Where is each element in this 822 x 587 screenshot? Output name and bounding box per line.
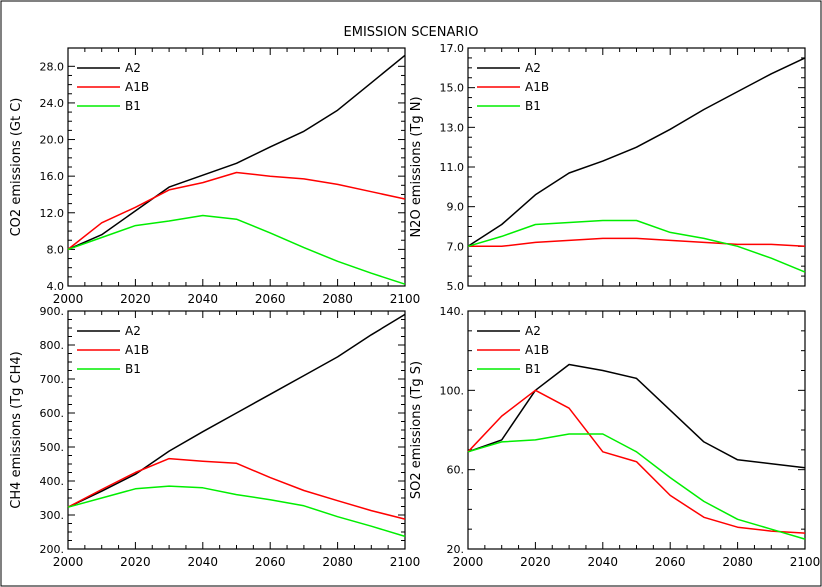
y-tick-label: 13.0 — [440, 121, 465, 134]
series-line-a1b — [467, 389, 806, 534]
y-tick-label: 11.0 — [440, 161, 465, 174]
y-tick-label: 20.0 — [40, 134, 65, 147]
legend-label-b1: B1 — [525, 99, 541, 113]
x-tick-label: 2000 — [53, 555, 84, 569]
x-tick-label: 2060 — [255, 555, 286, 569]
y-tick-label: 400. — [40, 475, 65, 488]
x-tick-label: 2100 — [390, 292, 421, 306]
y-tick-label: 700. — [40, 373, 65, 386]
x-tick-label: 2060 — [255, 292, 286, 306]
y-axis-label: SO2 emissions (Tg S) — [409, 361, 424, 499]
x-tick-label: 2020 — [120, 292, 151, 306]
figure-title: EMISSION SCENARIO — [344, 25, 479, 40]
y-tick-label: 140. — [440, 305, 465, 318]
legend-label-b1: B1 — [525, 362, 541, 376]
series-line-a2 — [67, 54, 406, 251]
y-tick-label: 28.0 — [40, 60, 65, 73]
x-tick-label: 2000 — [53, 292, 84, 306]
y-tick-label: 600. — [40, 407, 65, 420]
legend-label-b1: B1 — [125, 99, 141, 113]
series-line-a1b — [468, 237, 806, 248]
y-tick-label: 12.0 — [40, 207, 65, 220]
x-tick-label: 2040 — [188, 292, 219, 306]
y-tick-label: 900. — [40, 305, 65, 318]
legend-label-a2: A2 — [125, 61, 141, 75]
panels: 2000 2020 2040 2060 2080 2100 4.0 8.0 12.0 16.0 20… — [9, 42, 820, 569]
y-tick-label: 60. — [447, 464, 465, 477]
series-line-b1 — [467, 433, 806, 540]
y-tick-label: 100. — [440, 384, 465, 397]
y-tick-label: 8.0 — [47, 243, 65, 256]
series-line-a1b — [67, 457, 406, 520]
y-tick-label: 17.0 — [440, 42, 465, 55]
chart-panel-3: 2000 2020 2040 2060 2080 2100 200. 300. 400. 500.… — [9, 305, 420, 569]
chart-panel-1: 2000 2020 2040 2060 2080 2100 4.0 8.0 12.0 16.0 20… — [9, 47, 421, 306]
y-tick-label: 16.0 — [40, 170, 65, 183]
chart-panel-4: 2000 2020 2040 2060 2080 2100 20. 60. 100. 140. SO… — [409, 305, 820, 569]
legend-label-b1: B1 — [125, 362, 141, 376]
series-line-a2 — [467, 57, 806, 247]
legend-label-a2: A2 — [525, 324, 541, 338]
x-tick-label: 2100 — [390, 555, 421, 569]
y-tick-label: 300. — [40, 509, 65, 522]
legend-label-a1b: A1B — [125, 80, 149, 94]
series-line-b1 — [467, 219, 806, 273]
legend-label-a2: A2 — [525, 61, 541, 75]
y-tick-label: 7.0 — [447, 240, 465, 253]
y-tick-label: 5.0 — [447, 280, 465, 293]
x-tick-label: 2100 — [790, 555, 821, 569]
x-tick-label: 2060 — [655, 555, 686, 569]
series-line-b1 — [67, 485, 406, 538]
y-tick-label: 500. — [40, 441, 65, 454]
y-axis-label: CH4 emissions (Tg CH4) — [9, 351, 24, 508]
x-tick-label: 2080 — [722, 555, 753, 569]
x-tick-label: 2020 — [120, 555, 151, 569]
series-line-a2 — [467, 363, 806, 469]
y-tick-label: 20. — [447, 543, 465, 556]
y-axis-label: N2O emissions (Tg N) — [409, 96, 424, 237]
x-tick-label: 2020 — [520, 555, 551, 569]
legend-label-a2: A2 — [125, 324, 141, 338]
series-line-a1b — [67, 171, 406, 250]
x-tick-label: 2040 — [588, 555, 619, 569]
chart-panel-2: 5.0 7.0 9.0 11.0 13.0 15.0 17.0 N2O emissions (… — [409, 42, 806, 293]
legend-label-a1b: A1B — [525, 80, 549, 94]
x-tick-label: 2080 — [322, 292, 353, 306]
series-line-b1 — [67, 214, 406, 285]
x-tick-label: 2040 — [188, 555, 219, 569]
y-tick-label: 24.0 — [40, 97, 65, 110]
legend-label-a1b: A1B — [525, 343, 549, 357]
y-axis-label: CO2 emissions (Gt C) — [9, 98, 24, 237]
y-tick-label: 15.0 — [440, 82, 465, 95]
series-line-a2 — [67, 313, 406, 508]
legend-label-a1b: A1B — [125, 343, 149, 357]
x-tick-label: 2080 — [322, 555, 353, 569]
y-tick-label: 800. — [40, 339, 65, 352]
x-tick-label: 2000 — [453, 555, 484, 569]
y-tick-label: 200. — [40, 543, 65, 556]
y-tick-label: 4.0 — [47, 280, 65, 293]
y-tick-label: 9.0 — [447, 201, 465, 214]
